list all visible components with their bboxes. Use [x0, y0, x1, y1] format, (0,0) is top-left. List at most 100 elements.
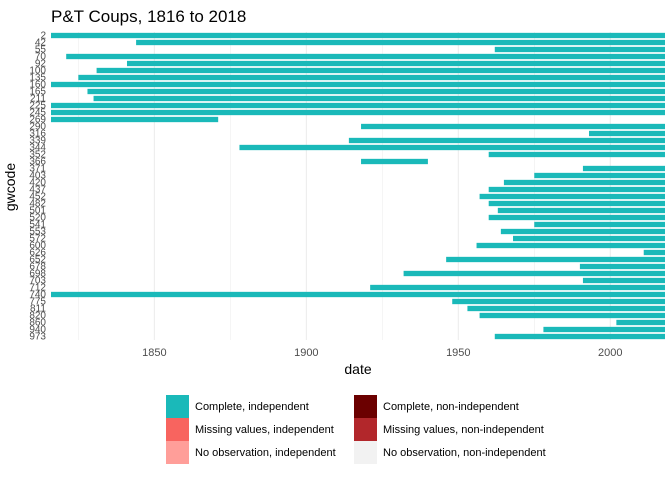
y-tick-225: 225: [29, 101, 46, 112]
y-tick-290: 290: [29, 122, 46, 133]
bar-940: [543, 326, 665, 333]
legend-swatch-complete-independent: [166, 395, 189, 418]
y-tick-712: 712: [29, 283, 46, 294]
y-axis-title: gwcode: [2, 163, 18, 211]
y-tick-55: 55: [35, 45, 47, 56]
bar-703: [582, 277, 665, 284]
bar-820: [479, 312, 665, 319]
x-axis-title: date: [344, 361, 371, 377]
bar-211: [93, 95, 666, 102]
y-tick-437: 437: [29, 185, 46, 196]
y-tick-160: 160: [29, 80, 46, 91]
bar-626: [643, 249, 665, 256]
legend-swatch-noobs-independent: [166, 441, 189, 464]
bar-160: [51, 81, 665, 88]
bar-678: [579, 263, 665, 270]
bar-165: [87, 88, 666, 95]
bar-2: [51, 32, 665, 39]
y-tick-678: 678: [29, 262, 46, 273]
bar-403: [534, 172, 665, 179]
bar-100: [96, 67, 666, 74]
bar-339: [348, 137, 665, 144]
bar-437: [488, 186, 665, 193]
bar-501: [497, 207, 665, 214]
legend-label-complete-nonindependent: Complete, non-independent: [383, 401, 519, 413]
y-tick-135: 135: [29, 73, 46, 84]
y-tick-165: 165: [29, 87, 46, 98]
y-tick-600: 600: [29, 241, 46, 252]
bar-92: [126, 60, 665, 67]
bar-553: [500, 228, 665, 235]
bar-652: [446, 256, 665, 263]
x-tick-1850: 1850: [142, 347, 166, 359]
y-tick-344: 344: [29, 143, 46, 154]
y-tick-811: 811: [30, 304, 46, 315]
y-tick-100: 100: [29, 66, 46, 77]
legend-label-noobs-independent: No observation, independent: [195, 447, 336, 459]
bar-55: [494, 46, 665, 53]
y-tick-520: 520: [29, 213, 46, 224]
bar-135: [78, 74, 665, 81]
bar-352: [488, 151, 665, 158]
bar-775: [452, 298, 665, 305]
y-tick-269: 269: [29, 115, 46, 126]
x-tick-2000: 2000: [598, 347, 622, 359]
x-tick-1950: 1950: [446, 347, 470, 359]
y-tick-940: 940: [29, 325, 46, 336]
legend-swatch-missing-independent: [166, 418, 189, 441]
bar-520: [488, 214, 665, 221]
y-tick-92: 92: [35, 59, 47, 70]
y-tick-698: 698: [29, 269, 46, 280]
bar-860: [616, 319, 665, 326]
bar-344: [239, 144, 665, 151]
bar-452: [479, 193, 665, 200]
y-tick-626: 626: [29, 248, 46, 259]
legend-label-missing-nonindependent: Missing values, non-independent: [383, 424, 544, 436]
y-tick-501: 501: [29, 206, 46, 217]
bar-698: [403, 270, 665, 277]
bar-316: [589, 130, 665, 137]
x-tick-1900: 1900: [294, 347, 318, 359]
y-tick-452: 452: [29, 192, 46, 203]
y-tick-703: 703: [29, 276, 46, 287]
bar-70: [66, 53, 666, 60]
y-tick-labels: 2425570921001351601652112252452692903163…: [29, 31, 46, 343]
bar-740: [51, 291, 665, 298]
y-tick-70: 70: [35, 52, 47, 63]
y-tick-860: 860: [29, 318, 46, 329]
x-tick-labels: 1850 1900 1950 2000: [142, 347, 622, 359]
bar-572: [513, 235, 665, 242]
bar-541: [534, 221, 665, 228]
y-tick-820: 820: [29, 311, 46, 322]
y-tick-245: 245: [29, 108, 46, 119]
y-tick-652: 652: [29, 255, 46, 266]
y-tick-553: 553: [29, 227, 46, 238]
y-tick-973: 973: [29, 332, 46, 343]
y-tick-316: 316: [29, 129, 46, 140]
bar-269: [51, 116, 219, 123]
y-tick-339: 339: [29, 136, 46, 147]
bar-973: [494, 333, 665, 340]
chart-title: P&T Coups, 1816 to 2018: [51, 7, 246, 26]
y-tick-420: 420: [29, 178, 46, 189]
y-tick-740: 740: [29, 290, 46, 301]
y-tick-482: 482: [29, 199, 46, 210]
bar-42: [136, 39, 666, 46]
y-tick-541: 541: [29, 220, 46, 231]
bar-600: [476, 242, 665, 249]
legend-label-noobs-nonindependent: No observation, non-independent: [383, 447, 546, 459]
bar-290: [361, 123, 665, 130]
y-tick-572: 572: [29, 234, 46, 245]
y-tick-403: 403: [29, 171, 46, 182]
y-tick-2: 2: [40, 31, 46, 42]
legend-swatch-complete-nonindependent: [354, 395, 377, 418]
bars: [51, 32, 666, 340]
bar-811: [467, 305, 665, 312]
bar-225: [51, 102, 665, 109]
legend-swatch-missing-nonindependent: [354, 418, 377, 441]
y-tick-42: 42: [35, 38, 47, 49]
y-tick-775: 775: [29, 297, 46, 308]
y-tick-352: 352: [29, 150, 46, 161]
y-tick-371: 371: [29, 164, 46, 175]
